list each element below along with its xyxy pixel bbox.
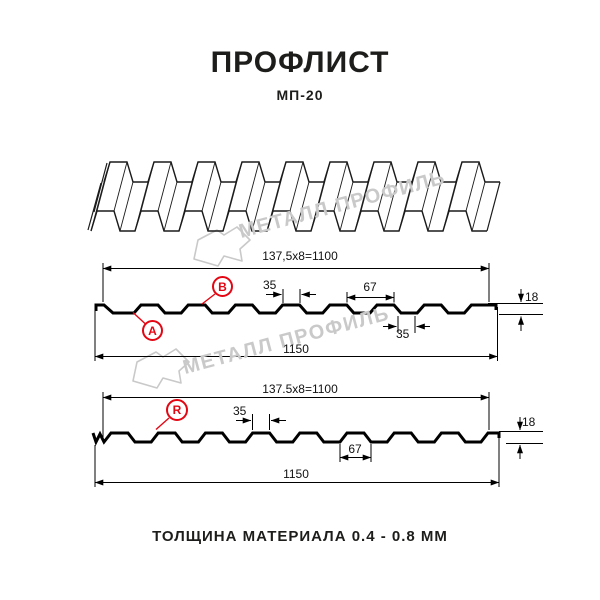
dim-rib-top-width-top: 35: [263, 278, 277, 292]
page-title: ПРОФЛИСТ: [210, 46, 390, 79]
material-thickness-note: ТОЛЩИНА МАТЕРИАЛА 0.4 - 0.8 ММ: [152, 528, 448, 545]
dim-total-width-top: 1150: [283, 342, 309, 356]
dim-working-width-top: 137,5x8=1100: [262, 249, 338, 263]
profile-section-ab: [94, 303, 498, 315]
dim-rib-spacing-bottom: 67: [348, 442, 362, 456]
callout-side-b: B: [212, 276, 233, 297]
header: ПРОФЛИСТ МП-20: [0, 46, 600, 103]
dim-profile-height-bottom: 18: [522, 415, 536, 429]
section-profiles: [91, 303, 501, 446]
dim-profile-height-top: 18: [525, 290, 539, 304]
profile-section-r: [91, 430, 501, 446]
dim-rib-spacing-top: 67: [363, 280, 377, 294]
dim-total-width-bottom: 1150: [283, 467, 309, 481]
callout-side-r: R: [166, 399, 188, 421]
dim-rib-top-width-bottom: 35: [233, 404, 247, 418]
callout-leader-lines: [132, 293, 216, 431]
dimension-lines: [94, 263, 543, 487]
dim-rib-bottom-width-top: 35: [396, 327, 410, 341]
dim-working-width-bottom: 137.5x8=1100: [262, 382, 338, 396]
perspective-view: [87, 161, 501, 232]
callout-side-a: А: [142, 320, 163, 341]
profile-model-label: МП-20: [276, 87, 324, 103]
